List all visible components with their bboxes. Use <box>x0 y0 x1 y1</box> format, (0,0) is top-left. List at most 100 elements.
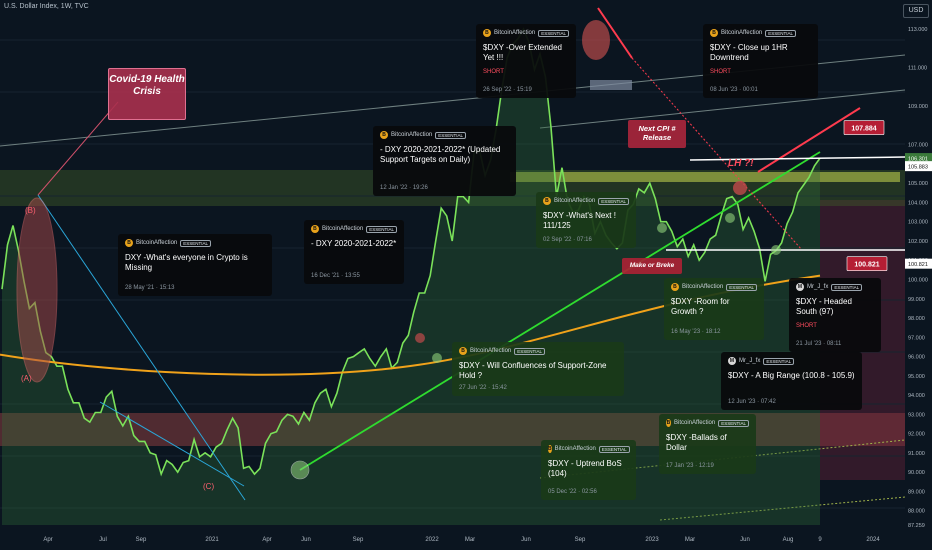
idea-date: 21 Jul '23 · 08:11 <box>796 341 842 347</box>
y-tick-label: 96.000 <box>908 355 925 361</box>
y-tick-label: 87.259 <box>908 523 925 529</box>
y-tick-label: 91.000 <box>908 451 925 457</box>
idea-title: $DXY -Room for Growth ? <box>671 297 730 316</box>
x-tick-label: Jun <box>521 537 531 543</box>
y-tick-label: 104.000 <box>908 200 928 206</box>
author-avatar-icon: B <box>125 239 133 247</box>
idea-card-dxy-2020-2022[interactable]: B BitcoinAffection ESSENTIAL - DXY 2020-20… <box>304 220 404 284</box>
marker-circle <box>771 245 781 255</box>
y-tick-label: 103.000 <box>908 220 928 226</box>
x-tick-label: Apr <box>262 537 271 543</box>
idea-author: BitcoinAffection <box>470 348 512 354</box>
covid-pointer-line <box>37 101 119 196</box>
idea-card-headed-south[interactable]: M Mr_J_fx ESSENTIAL $DXY - Headed South (9… <box>789 278 881 352</box>
author-avatar-icon: B <box>543 197 551 205</box>
price-line <box>1 27 821 477</box>
idea-author: BitcoinAffection <box>673 420 716 426</box>
idea-card-close-up-downtrend[interactable]: B BitcoinAffection ESSENTIAL $DXY - Close … <box>703 24 818 98</box>
author-avatar-icon: B <box>380 131 388 139</box>
x-tick-label: Sep <box>575 537 586 543</box>
x-tick-label: Mar <box>465 537 475 543</box>
idea-badge: ESSENTIAL <box>598 197 629 205</box>
price-area <box>2 29 820 525</box>
downtrend-line-2 <box>99 401 245 487</box>
idea-title: - DXY 2020-2021-2022* (Updated Support T… <box>380 145 501 164</box>
make-or-break-label: Make or Breke <box>622 258 682 274</box>
y-tick-label: 107.000 <box>908 143 928 149</box>
idea-title: $DXY -What's Next ! 111/125 <box>543 211 616 230</box>
idea-badge: ESSENTIAL <box>763 357 795 365</box>
idea-badge: ESSENTIAL <box>765 29 797 37</box>
uptrend-line <box>299 151 821 471</box>
idea-date: 05 Dec '22 · 02:56 <box>548 489 597 495</box>
y-axis-background <box>905 0 932 550</box>
marker-circle <box>725 213 735 223</box>
x-tick-label: Mar <box>685 537 695 543</box>
price-flag <box>846 256 888 271</box>
support-zone-highlight <box>510 172 900 182</box>
idea-badge: ESSENTIAL <box>435 131 467 139</box>
price-flag <box>843 120 885 135</box>
idea-author: BitcoinAffection <box>554 446 596 452</box>
y-tick-label: 105.000 <box>908 181 928 187</box>
cpi-callout: Next CPI # Release <box>628 120 686 148</box>
currency-button[interactable]: USD <box>903 4 929 18</box>
x-tick-label: Jun <box>301 537 311 543</box>
idea-card-over-extended[interactable]: B BitcoinAffection ESSENTIAL $DXY -Over Ex… <box>476 24 576 98</box>
author-avatar-icon: M <box>728 357 736 365</box>
idea-card-whats-next[interactable]: B BitcoinAffection ESSENTIAL $DXY -What's … <box>536 192 636 248</box>
top-resistance-line <box>597 7 633 59</box>
idea-date: 28 May '21 · 15:13 <box>125 285 175 291</box>
y-tick-label: 113.000 <box>908 27 927 33</box>
idea-card-dxy-crypto[interactable]: B BitcoinAffection ESSENTIAL DXY -What's e… <box>118 234 272 296</box>
price-flag-text: 100.821 <box>854 262 879 269</box>
covid-callout: Covid-19 Health Crisis <box>108 68 186 120</box>
idea-title: - DXY 2020-2021-2022* <box>311 239 397 248</box>
idea-title: $DXY -Ballads of Dollar <box>666 433 727 452</box>
idea-card-big-range[interactable]: M Mr_J_fx ESSENTIAL $DXY - A Big Range (10… <box>721 352 862 410</box>
author-avatar-icon: B <box>483 29 491 37</box>
idea-badge: ESSENTIAL <box>831 283 863 291</box>
cpi-callout-text: Next CPI # Release <box>638 124 676 142</box>
idea-card-confluences[interactable]: B BitcoinAffection ESSENTIAL $DXY - Will C… <box>452 342 624 396</box>
author-avatar-icon: B <box>671 283 679 291</box>
author-avatar-icon: B <box>666 419 671 427</box>
x-tick-label: Jul <box>99 537 107 543</box>
idea-card-room-for-growth[interactable]: B BitcoinAffection ESSENTIAL $DXY -Room fo… <box>664 278 764 340</box>
x-tick-label: 2023 <box>645 537 659 543</box>
idea-author: BitcoinAffection <box>553 198 596 204</box>
idea-author: Mr_J_fx <box>739 358 761 364</box>
idea-card-dxy-updated-support[interactable]: B BitcoinAffection ESSENTIAL - DXY 2020-20… <box>373 126 516 196</box>
idea-badge: ESSENTIAL <box>514 347 546 355</box>
x-axis-background <box>0 530 905 550</box>
y-tick-label: 88.000 <box>908 509 925 515</box>
y-tick-label: 102.000 <box>908 239 928 245</box>
idea-signal-short: SHORT <box>483 69 504 75</box>
author-avatar-icon: B <box>459 347 467 355</box>
wave-a-label: (A) <box>21 374 32 383</box>
x-tick-label: Apr <box>43 537 52 543</box>
wave-b-label: (B) <box>25 206 36 215</box>
x-tick-label: Sep <box>136 537 147 543</box>
idea-card-uptrend-bos[interactable]: B BitcoinAffection ESSENTIAL $DXY - Uptren… <box>541 440 636 500</box>
idea-date: 26 Sep '22 · 15:19 <box>483 87 532 93</box>
idea-title: $DXY -Over Extended Yet !!! <box>483 43 563 62</box>
idea-title: $DXY - Close up 1HR Downtrend <box>710 43 788 62</box>
idea-date: 17 Jan '23 · 12:19 <box>666 463 714 469</box>
price-flag-text: 107.884 <box>851 126 876 133</box>
author-avatar-icon: B <box>311 225 319 233</box>
x-tick-label: 2021 <box>205 537 219 543</box>
idea-author: Mr_J_fx <box>807 284 829 290</box>
price-label-bg <box>905 161 932 172</box>
chart-title: U.S. Dollar Index, 1W, TVC <box>4 3 89 10</box>
idea-date: 02 Sep '22 · 07:16 <box>543 237 592 243</box>
y-tick-label: 99.000 <box>908 297 925 303</box>
x-tick-label: 9 <box>818 537 822 543</box>
mid-channel-line <box>539 89 906 129</box>
idea-card-ballads[interactable]: B BitcoinAffection ESSENTIAL $DXY -Ballads… <box>659 414 756 474</box>
price-label-text: 106.301 <box>908 157 928 163</box>
resistance-trend-line <box>757 107 861 173</box>
price-label-bg <box>905 258 932 269</box>
marker-circle <box>290 460 310 480</box>
idea-date: 16 May '23 · 18:12 <box>671 329 721 335</box>
